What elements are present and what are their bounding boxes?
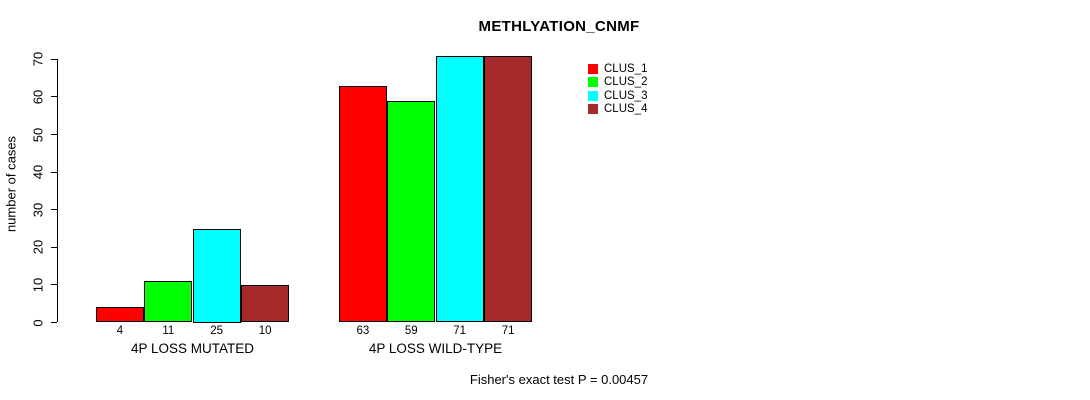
y-axis-tick bbox=[51, 246, 57, 248]
bar-value-label: 10 bbox=[258, 325, 272, 337]
y-axis-tick bbox=[51, 134, 57, 135]
legend-swatch-clus_1 bbox=[588, 63, 598, 74]
bar-clus_3-wild-type bbox=[435, 55, 484, 323]
y-axis-tick bbox=[51, 284, 57, 286]
legend-item-clus_2: CLUS_2 bbox=[588, 76, 647, 90]
bar-value-label: 71 bbox=[453, 325, 467, 337]
y-axis-tick bbox=[51, 58, 57, 60]
bar-value-label: 63 bbox=[356, 325, 370, 337]
y-axis-tick-label: 50 bbox=[30, 127, 46, 142]
bar-clus_1-wild-type bbox=[338, 85, 388, 323]
legend-item-clus_4: CLUS_4 bbox=[588, 103, 647, 117]
y-axis-tick-label: 10 bbox=[30, 277, 46, 293]
y-axis-tick-label: 70 bbox=[30, 52, 46, 67]
y-axis-tick-label: 40 bbox=[30, 164, 46, 180]
chart-title: METHLYATION_CNMF bbox=[478, 18, 640, 35]
y-axis-tick-label: 30 bbox=[30, 202, 46, 217]
bar-value-label: 4 bbox=[116, 325, 124, 337]
y-axis-tick bbox=[51, 322, 57, 323]
x-axis-group-label: 4P LOSS WILD-TYPE bbox=[368, 341, 503, 356]
bar-clus_1-mutated bbox=[95, 307, 145, 323]
legend-label: CLUS_4 bbox=[604, 103, 648, 116]
bar-clus_4-mutated bbox=[240, 284, 290, 323]
bar-value-label: 71 bbox=[501, 325, 515, 337]
fisher-test-annotation: Fisher's exact test P = 0.00457 bbox=[469, 372, 649, 387]
bar-clus_2-mutated bbox=[144, 281, 193, 323]
bar-clus_2-wild-type bbox=[387, 100, 436, 323]
bar-value-label: 59 bbox=[404, 325, 418, 337]
y-axis-tick-label: 60 bbox=[30, 89, 46, 105]
y-axis-tick bbox=[51, 209, 57, 211]
y-axis-tick bbox=[51, 171, 57, 173]
legend: CLUS_1 CLUS_2 CLUS_3 CLUS_4 bbox=[588, 62, 647, 116]
legend-label: CLUS_3 bbox=[604, 89, 648, 102]
bar-clus_3-mutated bbox=[192, 228, 241, 323]
legend-swatch-clus_2 bbox=[588, 77, 598, 88]
y-axis-tick bbox=[51, 96, 57, 98]
legend-label: CLUS_2 bbox=[604, 76, 648, 89]
y-axis-title: number of cases bbox=[3, 135, 19, 233]
legend-item-clus_3: CLUS_3 bbox=[588, 89, 647, 103]
x-axis-group-label: 4P LOSS MUTATED bbox=[130, 341, 255, 356]
bar-value-label: 11 bbox=[162, 325, 175, 337]
bar-value-label: 25 bbox=[210, 325, 224, 337]
y-axis-tick-label: 20 bbox=[30, 240, 46, 255]
legend-item-clus_1: CLUS_1 bbox=[588, 62, 647, 76]
y-axis-tick-label: 0 bbox=[30, 318, 46, 327]
legend-swatch-clus_3 bbox=[588, 90, 598, 101]
y-axis-line bbox=[57, 59, 58, 323]
legend-swatch-clus_4 bbox=[588, 104, 598, 115]
legend-label: CLUS_1 bbox=[604, 62, 648, 75]
bar-clus_4-wild-type bbox=[483, 55, 533, 323]
